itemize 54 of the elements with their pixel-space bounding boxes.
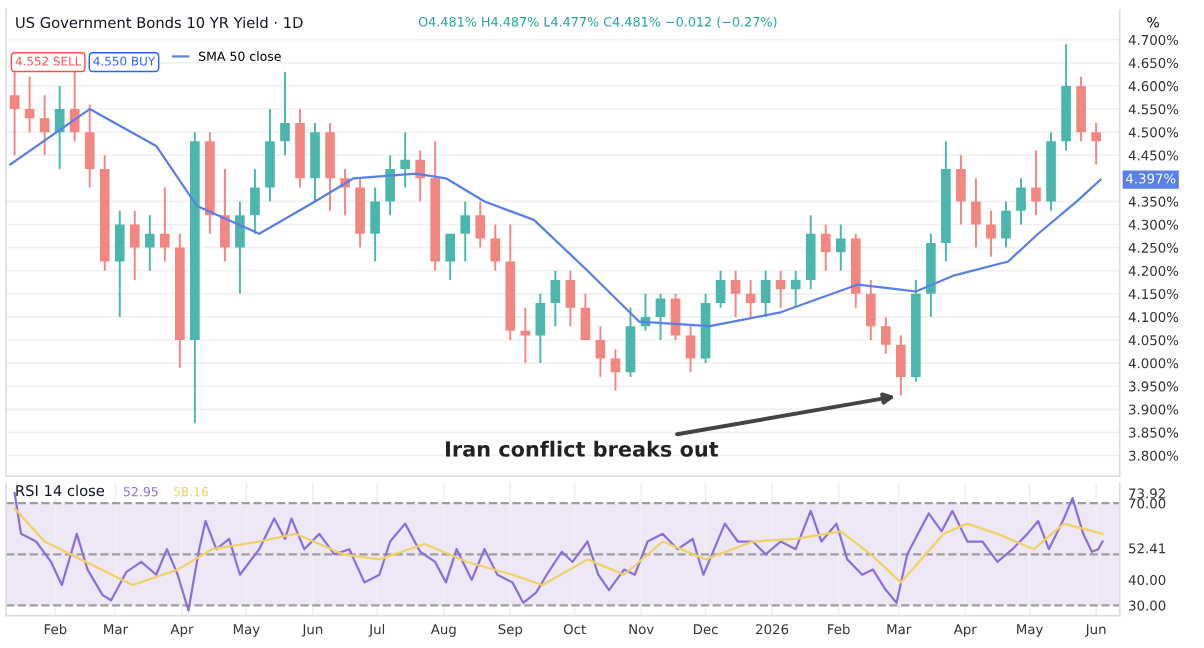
candlestick [986, 209, 996, 258]
candlestick [745, 278, 756, 318]
candlestick [1091, 121, 1101, 166]
candlestick [535, 292, 546, 365]
candlestick [250, 168, 260, 235]
candlestick [235, 200, 245, 295]
candlestick [835, 223, 846, 272]
candlestick [715, 269, 726, 309]
candlestick [880, 315, 891, 355]
candlestick [220, 168, 230, 263]
candlestick [310, 121, 320, 203]
candlestick [325, 121, 335, 212]
candlestick [385, 154, 395, 217]
candlestick [460, 200, 471, 263]
candlestick [39, 94, 50, 157]
candlestick [595, 325, 606, 378]
candlestick [1031, 149, 1041, 217]
candlestick [445, 232, 456, 281]
candlestick [280, 71, 290, 157]
candlestick [24, 75, 35, 134]
line-series [9, 107, 1102, 328]
candlestick [565, 269, 576, 328]
candlestick [896, 334, 906, 397]
candlestick [971, 177, 981, 249]
candlestick [1001, 200, 1011, 249]
line-series [13, 507, 1104, 587]
candlestick [655, 292, 666, 341]
candlestick [625, 306, 636, 378]
candlestick [355, 177, 365, 249]
candlestick [475, 200, 486, 249]
candlestick [956, 154, 966, 226]
candlestick [1076, 75, 1086, 143]
candlestick [865, 278, 876, 341]
annotation: Iran conflict breaks out [446, 440, 719, 457]
candlestick [370, 186, 380, 263]
candlestick [265, 108, 275, 203]
candlestick [400, 131, 410, 189]
candlestick [775, 269, 786, 309]
candlestick [490, 223, 501, 272]
candlestick [580, 292, 591, 341]
candlestick [685, 325, 696, 374]
candlestick [610, 348, 621, 392]
candlestick [805, 214, 816, 291]
candlestick [84, 103, 95, 189]
candlestick [550, 269, 561, 328]
candlestick [114, 209, 125, 318]
candlestick [790, 269, 801, 309]
candlestick [760, 269, 771, 318]
candlestick [129, 209, 140, 281]
candlestick [1016, 177, 1026, 226]
candlestick [159, 186, 170, 263]
candlestick [730, 269, 741, 318]
candlestick [820, 223, 831, 272]
candlestick [144, 214, 155, 272]
